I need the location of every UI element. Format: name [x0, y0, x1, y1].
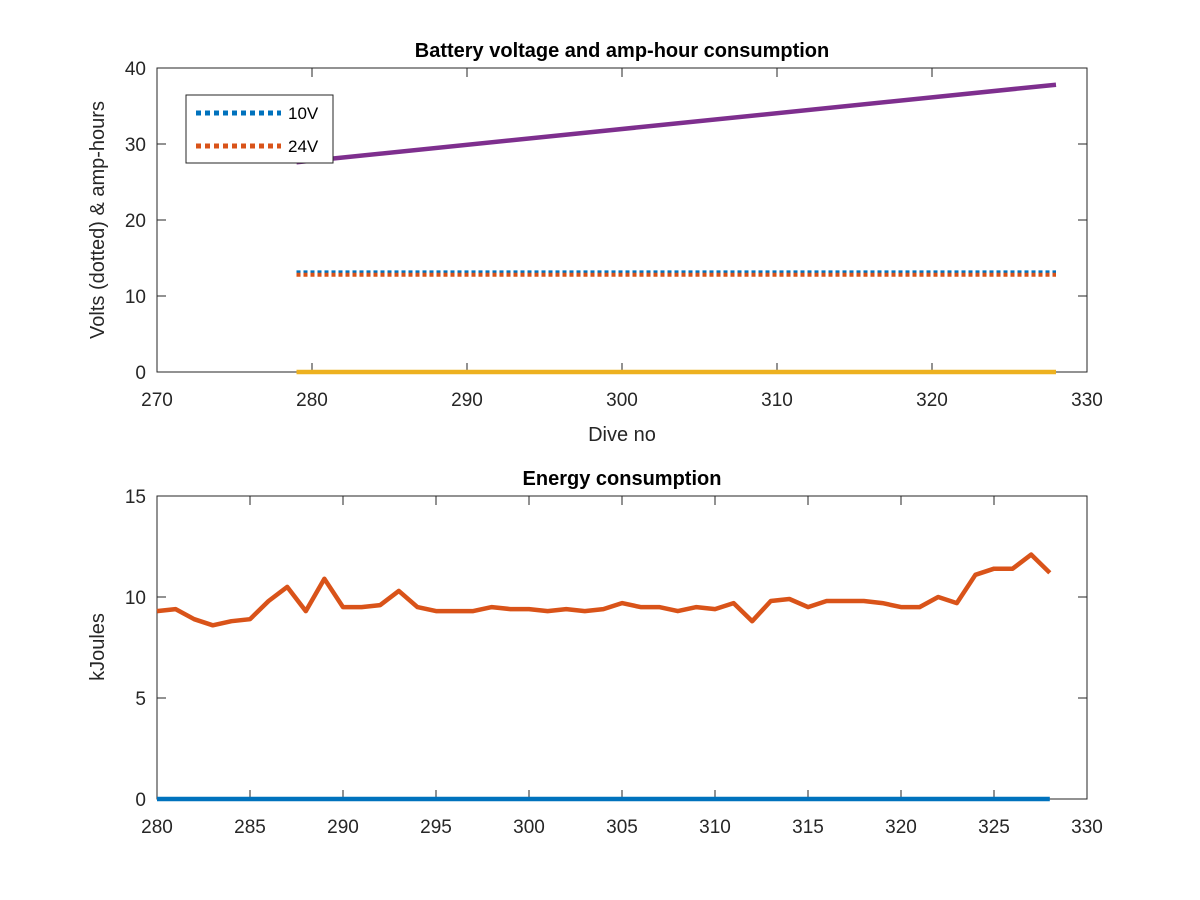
voltage-x-tick-label: 270: [141, 390, 173, 411]
energy-x-tick-label: 290: [327, 817, 359, 838]
energy-x-tick-label: 305: [606, 817, 638, 838]
energy-y-tick-label: 0: [135, 790, 146, 811]
energy-x-tick-label: 280: [141, 817, 173, 838]
legend-label-24v: 24V: [288, 137, 319, 156]
voltage-x-tick-label: 290: [451, 390, 483, 411]
voltage-chart-title: Battery voltage and amp-hour consumption: [415, 40, 829, 62]
voltage-y-tick-label: 40: [125, 59, 146, 80]
energy-series-line-1: [156, 552, 1052, 628]
energy-x-tick-label: 330: [1071, 817, 1103, 838]
energy-series: [156, 552, 1052, 802]
voltage-x-tick-label: 310: [761, 390, 793, 411]
energy-x-tick-label: 310: [699, 817, 731, 838]
voltage-legend: 10V 24V: [185, 94, 334, 164]
energy-y-axis-label: kJoules: [87, 613, 109, 681]
voltage-ticks: 270 280 290 300 310 320 330 0 10 20 30 40: [125, 59, 1103, 411]
energy-x-tick-label: 295: [420, 817, 452, 838]
energy-x-tick-label: 285: [234, 817, 266, 838]
energy-x-tick-label: 320: [885, 817, 917, 838]
voltage-series: [296, 82, 1057, 375]
energy-chart-title: Energy consumption: [523, 468, 722, 490]
voltage-x-tick-label: 320: [916, 390, 948, 411]
energy-x-tick-label: 325: [978, 817, 1010, 838]
voltage-x-axis-label: Dive no: [588, 424, 656, 446]
energy-y-tick-label: 10: [125, 588, 146, 609]
energy-chart: Energy consumption kJoules 280 285 290 295 3…: [87, 468, 1103, 838]
voltage-y-axis-label: Volts (dotted) & amp-hours: [87, 101, 109, 339]
energy-x-tick-label: 300: [513, 817, 545, 838]
energy-y-tick-label: 5: [135, 689, 146, 710]
energy-x-tick-label: 315: [792, 817, 824, 838]
voltage-chart: Battery voltage and amp-hour consumption…: [87, 40, 1103, 446]
voltage-x-tick-label: 330: [1071, 390, 1103, 411]
voltage-y-tick-label: 30: [125, 135, 146, 156]
voltage-y-tick-label: 0: [135, 363, 146, 384]
energy-y-tick-label: 15: [125, 487, 146, 508]
voltage-x-tick-label: 280: [296, 390, 328, 411]
legend-box: [185, 94, 334, 164]
energy-ticks: 280 285 290 295 300 305 310 315 320 325 330 0 5 10 15: [125, 487, 1103, 838]
voltage-y-tick-label: 10: [125, 287, 146, 308]
voltage-x-tick-label: 300: [606, 390, 638, 411]
legend-label-10v: 10V: [288, 104, 319, 123]
voltage-series-line-3: [296, 82, 1057, 165]
voltage-y-tick-label: 20: [125, 211, 146, 232]
